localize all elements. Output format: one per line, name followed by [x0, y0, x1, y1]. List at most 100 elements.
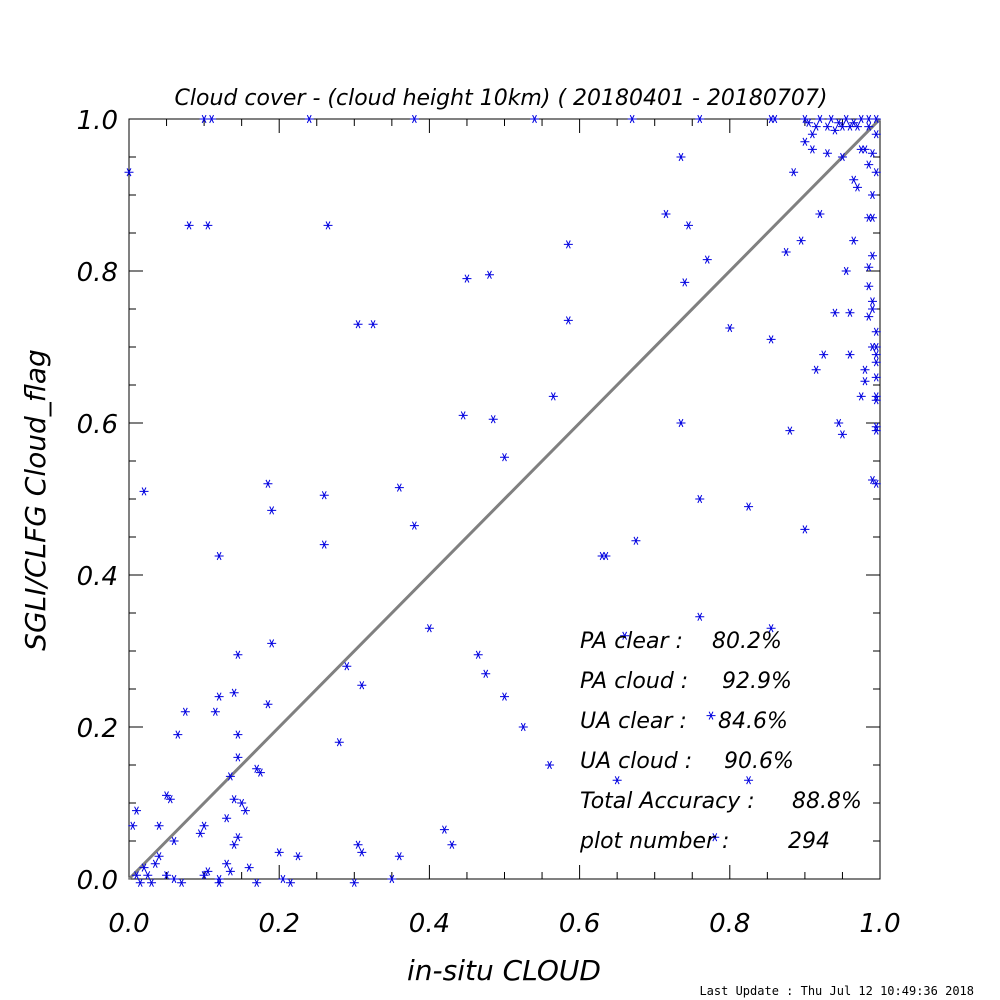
data-point [165, 795, 175, 804]
data-point [203, 867, 213, 876]
data-point [222, 814, 232, 823]
data-point [169, 836, 179, 846]
data-point [357, 848, 367, 857]
data-point [424, 624, 434, 633]
data-point [488, 415, 498, 424]
data-point [139, 863, 149, 872]
stat-value: 90.6% [724, 749, 794, 774]
data-point [849, 118, 859, 127]
data-point [349, 878, 359, 887]
data-point [439, 825, 449, 834]
data-point [139, 487, 149, 496]
data-point [871, 350, 881, 359]
data-point [409, 114, 419, 124]
data-point [811, 365, 821, 374]
scatter-points [124, 114, 881, 887]
data-point [706, 711, 716, 720]
y-tick-label: 0.6 [77, 410, 118, 440]
data-point [695, 494, 705, 504]
data-point [841, 266, 851, 276]
stat-value: 92.9% [722, 669, 792, 694]
data-point [864, 122, 874, 131]
data-point [845, 308, 855, 317]
data-point [856, 114, 866, 124]
data-point [676, 418, 686, 428]
stat-label: PA clear : [580, 629, 683, 654]
y-tick-label: 0.8 [77, 258, 118, 288]
x-tick-label: 0.4 [409, 909, 450, 939]
data-point [267, 639, 277, 648]
data-point [173, 730, 183, 739]
data-point [864, 312, 874, 321]
data-point [871, 373, 881, 382]
data-point [871, 114, 881, 124]
data-point [323, 221, 333, 230]
data-point [214, 692, 224, 701]
data-point [135, 878, 145, 887]
data-point [620, 631, 630, 640]
data-point [252, 764, 262, 773]
y-tick-label: 0.4 [77, 562, 118, 592]
data-point [252, 878, 262, 887]
x-tick-label: 1.0 [859, 909, 900, 939]
data-point [800, 137, 810, 146]
data-point [225, 772, 235, 781]
data-point [834, 118, 844, 127]
data-point [871, 479, 881, 488]
y-tick-label: 0.2 [77, 714, 118, 744]
data-point [500, 692, 509, 701]
data-point [867, 475, 877, 485]
data-point [837, 152, 847, 162]
data-point [162, 871, 172, 880]
data-point [871, 396, 881, 405]
data-point [789, 168, 799, 177]
data-point [447, 840, 457, 849]
data-point [834, 418, 844, 428]
data-point [744, 502, 754, 511]
data-point [766, 114, 776, 124]
stat-label: plot number : [579, 829, 729, 854]
data-point [214, 874, 224, 884]
data-point [150, 859, 160, 868]
data-point [545, 760, 555, 770]
data-point [612, 776, 622, 785]
stat-value: 84.6% [718, 709, 788, 734]
x-tick-label: 0.0 [108, 909, 149, 939]
stat-label: UA clear : [580, 709, 687, 734]
data-point [826, 114, 836, 124]
data-point [319, 491, 329, 500]
data-point [484, 270, 494, 279]
data-point [710, 833, 720, 842]
data-point [830, 126, 840, 135]
data-point [124, 168, 134, 177]
data-point [766, 624, 776, 633]
data-point [785, 426, 795, 435]
data-point [563, 240, 573, 249]
data-point [867, 190, 877, 200]
data-point [871, 342, 881, 352]
stat-value: 294 [788, 829, 830, 854]
data-point [860, 145, 870, 154]
data-point [601, 551, 611, 561]
data-point [274, 848, 284, 857]
data-point [548, 392, 558, 401]
data-point [822, 149, 832, 158]
data-point [871, 327, 881, 336]
data-point [683, 221, 693, 230]
data-point [195, 829, 205, 838]
data-point [462, 274, 472, 283]
y-tick-label: 0.0 [77, 866, 118, 896]
data-point [871, 426, 881, 435]
data-point [702, 255, 712, 264]
data-point [807, 130, 817, 139]
data-point [162, 791, 172, 800]
data-point [180, 707, 190, 716]
data-point [800, 114, 810, 124]
x-tick-label: 0.2 [259, 909, 300, 939]
data-point [203, 221, 213, 230]
data-point [255, 768, 265, 777]
data-point [409, 521, 419, 530]
data-point [278, 874, 288, 884]
data-point [387, 874, 397, 884]
